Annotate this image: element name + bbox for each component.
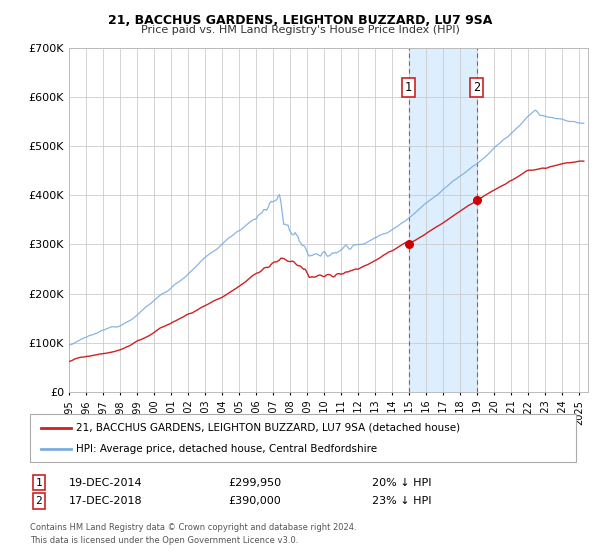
Text: 1: 1 <box>35 478 43 488</box>
Text: 20% ↓ HPI: 20% ↓ HPI <box>372 478 431 488</box>
Text: This data is licensed under the Open Government Licence v3.0.: This data is licensed under the Open Gov… <box>30 536 298 545</box>
Text: £390,000: £390,000 <box>228 496 281 506</box>
Text: 2: 2 <box>35 496 43 506</box>
Text: £299,950: £299,950 <box>228 478 281 488</box>
Bar <box>409 48 477 392</box>
Text: 21, BACCHUS GARDENS, LEIGHTON BUZZARD, LU7 9SA (detached house): 21, BACCHUS GARDENS, LEIGHTON BUZZARD, L… <box>76 423 461 433</box>
Text: 1: 1 <box>405 81 412 94</box>
Text: 19-DEC-2014: 19-DEC-2014 <box>69 478 143 488</box>
Point <box>472 195 482 204</box>
Text: HPI: Average price, detached house, Central Bedfordshire: HPI: Average price, detached house, Cent… <box>76 444 377 454</box>
Point <box>404 240 413 249</box>
Text: Contains HM Land Registry data © Crown copyright and database right 2024.: Contains HM Land Registry data © Crown c… <box>30 523 356 532</box>
Text: 17-DEC-2018: 17-DEC-2018 <box>69 496 143 506</box>
Text: 2: 2 <box>473 81 480 94</box>
FancyBboxPatch shape <box>30 414 576 462</box>
Text: 21, BACCHUS GARDENS, LEIGHTON BUZZARD, LU7 9SA: 21, BACCHUS GARDENS, LEIGHTON BUZZARD, L… <box>108 14 492 27</box>
Text: Price paid vs. HM Land Registry's House Price Index (HPI): Price paid vs. HM Land Registry's House … <box>140 25 460 35</box>
Text: 23% ↓ HPI: 23% ↓ HPI <box>372 496 431 506</box>
